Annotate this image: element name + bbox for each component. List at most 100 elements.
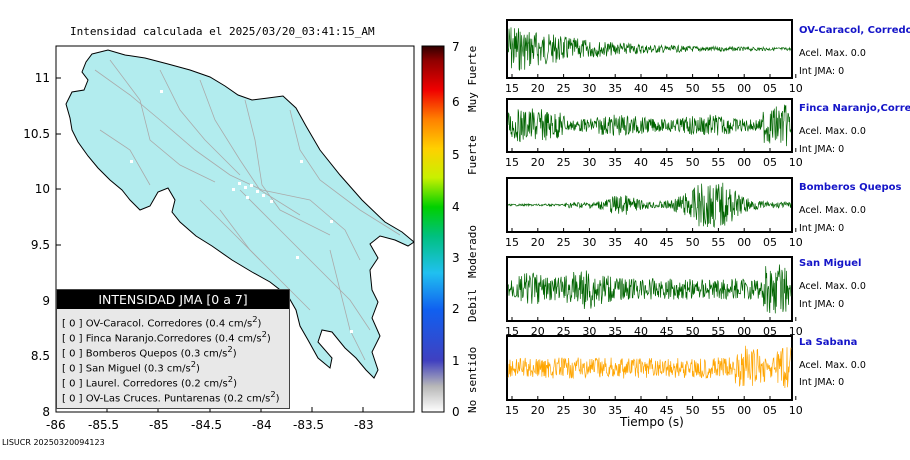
- trace-tick-label: 10: [789, 404, 803, 417]
- legend-unit-sup: 2: [227, 344, 233, 354]
- trace-tick-label: 00: [737, 156, 751, 169]
- map-ytick: 10.5: [23, 127, 50, 141]
- trace-tick-label: 00: [737, 82, 751, 95]
- trace-tick-label: 30: [582, 236, 596, 249]
- legend-value: (0.4 cm/s: [214, 333, 262, 345]
- colorbar-tick: 3: [452, 251, 460, 265]
- legend-station: San Miguel: [85, 363, 141, 375]
- map-xtick: -86: [46, 418, 66, 432]
- trace-tick-label: 15: [505, 325, 519, 338]
- map-ytick: 9.5: [30, 238, 50, 252]
- trace-jma: Int JMA: 0: [799, 223, 845, 234]
- legend-value: (0.3 cm/s: [180, 348, 228, 360]
- legend-unit-sup: 2: [261, 329, 267, 339]
- trace-tick-label: 10: [789, 156, 803, 169]
- trace-tick-label: 05: [763, 156, 777, 169]
- seismogram-trace: [507, 27, 792, 71]
- trace-jma: Int JMA: 0: [799, 377, 845, 388]
- trace-tick-label: 40: [634, 236, 648, 249]
- legend-row: [ 0 ] OV-Las Cruces. Puntarenas (0.2 cm/…: [62, 389, 280, 404]
- trace-jma: Int JMA: 0: [799, 144, 845, 155]
- trace-station-name: Finca Naranjo,Corredor: [799, 103, 910, 114]
- costa-rica-land: [65, 49, 414, 379]
- legend-value: (0.3 cm/s: [143, 363, 191, 375]
- trace-tick-label: 10: [789, 325, 803, 338]
- trace-acel: Acel. Max. 0.0: [799, 126, 866, 137]
- trace-tick-label: 40: [634, 82, 648, 95]
- trace-tick-label: 55: [711, 404, 725, 417]
- trace-tick-label: 20: [531, 404, 545, 417]
- map-title: Intensidad calculada el 2025/03/20_03:41…: [70, 25, 375, 38]
- legend-paren: ): [275, 393, 280, 405]
- trace-tick-label: 45: [660, 82, 674, 95]
- trace-tick-label: 30: [582, 404, 596, 417]
- trace-tick-label: 05: [763, 325, 777, 338]
- trace-tick-label: 30: [582, 156, 596, 169]
- trace-tick-label: 30: [582, 82, 596, 95]
- legend-station: Laurel. Corredores: [85, 378, 178, 390]
- trace-tick-label: 50: [686, 404, 700, 417]
- trace-tick-label: 20: [531, 156, 545, 169]
- trace-tick-label: 25: [557, 404, 571, 417]
- trace-tick-label: 40: [634, 404, 648, 417]
- map-ytick: 10: [34, 182, 50, 196]
- map-ytick: 11: [34, 71, 50, 85]
- trace-tick-label: 15: [505, 156, 519, 169]
- colorbar-tick: 0: [452, 405, 460, 419]
- trace-tick-label: 50: [686, 236, 700, 249]
- legend-level: [ 0 ]: [62, 393, 83, 405]
- trace-tick-label: 50: [686, 82, 700, 95]
- trace-tick-label: 35: [608, 156, 622, 169]
- trace-tick-label: 15: [505, 236, 519, 249]
- trace-station-name: La Sabana: [799, 337, 858, 348]
- legend-level: [ 0 ]: [62, 333, 83, 345]
- legend-station: Bomberos Quepos: [85, 348, 178, 360]
- trace-tick-label: 45: [660, 236, 674, 249]
- legend-station: OV-Las Cruces. Puntarenas: [85, 393, 221, 405]
- legend-station: OV-Caracol. Corredores: [85, 318, 203, 330]
- legend-level: [ 0 ]: [62, 348, 83, 360]
- colorbar-tick: 4: [452, 200, 460, 214]
- legend-station: Finca Naranjo.Corredores: [85, 333, 212, 345]
- map-xtick: -83.5: [293, 418, 325, 432]
- colorbar-tick: 2: [452, 302, 460, 316]
- footer-id: LISUCR 20250320094123: [2, 438, 105, 447]
- trace-tick-label: 35: [608, 325, 622, 338]
- map-ytick: 8: [42, 405, 50, 419]
- trace-tick-label: 00: [737, 236, 751, 249]
- legend-title: INTENSIDAD JMA [0 a 7]: [57, 290, 289, 309]
- trace-acel: Acel. Max. 0.0: [799, 360, 866, 371]
- trace-tick-label: 55: [711, 236, 725, 249]
- trace-acel: Acel. Max. 0.0: [799, 205, 866, 216]
- legend-paren: ): [233, 378, 237, 390]
- trace-station-name: San Miguel: [799, 258, 862, 269]
- trace-station-name: Bomberos Quepos: [799, 182, 902, 193]
- trace-tick-label: 55: [711, 82, 725, 95]
- intensity-legend: INTENSIDAD JMA [0 a 7] [ 0 ] OV-Caracol.…: [56, 289, 290, 409]
- legend-paren: ): [232, 348, 237, 360]
- legend-unit-sup: 2: [252, 314, 258, 324]
- trace-tick-label: 55: [711, 156, 725, 169]
- trace-acel: Acel. Max. 0.0: [799, 48, 866, 59]
- trace-tick-label: 10: [789, 236, 803, 249]
- trace-tick-label: 05: [763, 404, 777, 417]
- map-xtick: -84.5: [191, 418, 223, 432]
- legend-row: [ 0 ] OV-Caracol. Corredores (0.4 cm/s2): [62, 314, 261, 329]
- legend-unit-sup: 2: [227, 374, 234, 384]
- trace-tick-label: 55: [711, 325, 725, 338]
- trace-tick-label: 25: [557, 156, 571, 169]
- trace-tick-label: 20: [531, 325, 545, 338]
- trace-tick-label: 45: [660, 404, 674, 417]
- legend-value: (0.4 cm/s: [205, 318, 253, 330]
- trace-tick-label: 20: [531, 236, 545, 249]
- trace-jma: Int JMA: 0: [799, 299, 845, 310]
- legend-paren: ): [196, 363, 200, 375]
- seismogram-trace: [507, 264, 792, 314]
- trace-tick-label: 20: [531, 82, 545, 95]
- trace-tick-label: 50: [686, 156, 700, 169]
- map-xtick: -85: [149, 418, 169, 432]
- trace-tick-label: 30: [582, 325, 596, 338]
- colorbar-tick: 6: [452, 95, 460, 109]
- legend-level: [ 0 ]: [62, 378, 83, 390]
- trace-tick-label: 00: [737, 325, 751, 338]
